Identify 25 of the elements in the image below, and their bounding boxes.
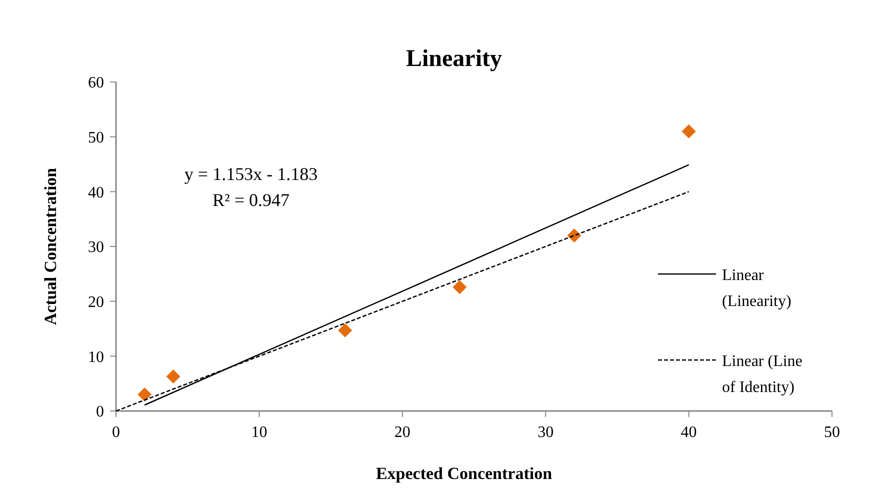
- point: [338, 323, 352, 338]
- y-tick-label: 0: [96, 404, 104, 421]
- y-tick-label: 50: [88, 129, 104, 146]
- x-tick-label: 20: [394, 424, 410, 441]
- legend-label: Linear (Linearity): [722, 267, 792, 310]
- y-tick-label: 10: [88, 348, 104, 366]
- legend-label: Linear (Line of Identity): [722, 353, 802, 396]
- y-tick-label: 60: [88, 74, 104, 92]
- point: [452, 280, 467, 294]
- y-tick-label: 30: [88, 239, 104, 256]
- x-tick-label: 50: [824, 424, 840, 441]
- y-tick-label: 20: [88, 294, 104, 311]
- x-tick-label: 10: [251, 424, 268, 441]
- chart-title: Linearity: [406, 46, 502, 72]
- x-tick-label: 0: [112, 424, 120, 441]
- point: [138, 388, 152, 402]
- y-tick-label: 40: [88, 184, 104, 202]
- x-tick-label: 30: [538, 424, 554, 441]
- annotation: y = 1.153x - 1.183: [184, 164, 318, 184]
- y-axis-title: Actual Concentration: [41, 167, 60, 326]
- point: [682, 124, 696, 138]
- point: [166, 369, 180, 384]
- x-tick-label: 40: [680, 424, 697, 441]
- annotation: R² = 0.947: [212, 190, 290, 210]
- x-axis-title: Expected Concentration: [376, 464, 553, 483]
